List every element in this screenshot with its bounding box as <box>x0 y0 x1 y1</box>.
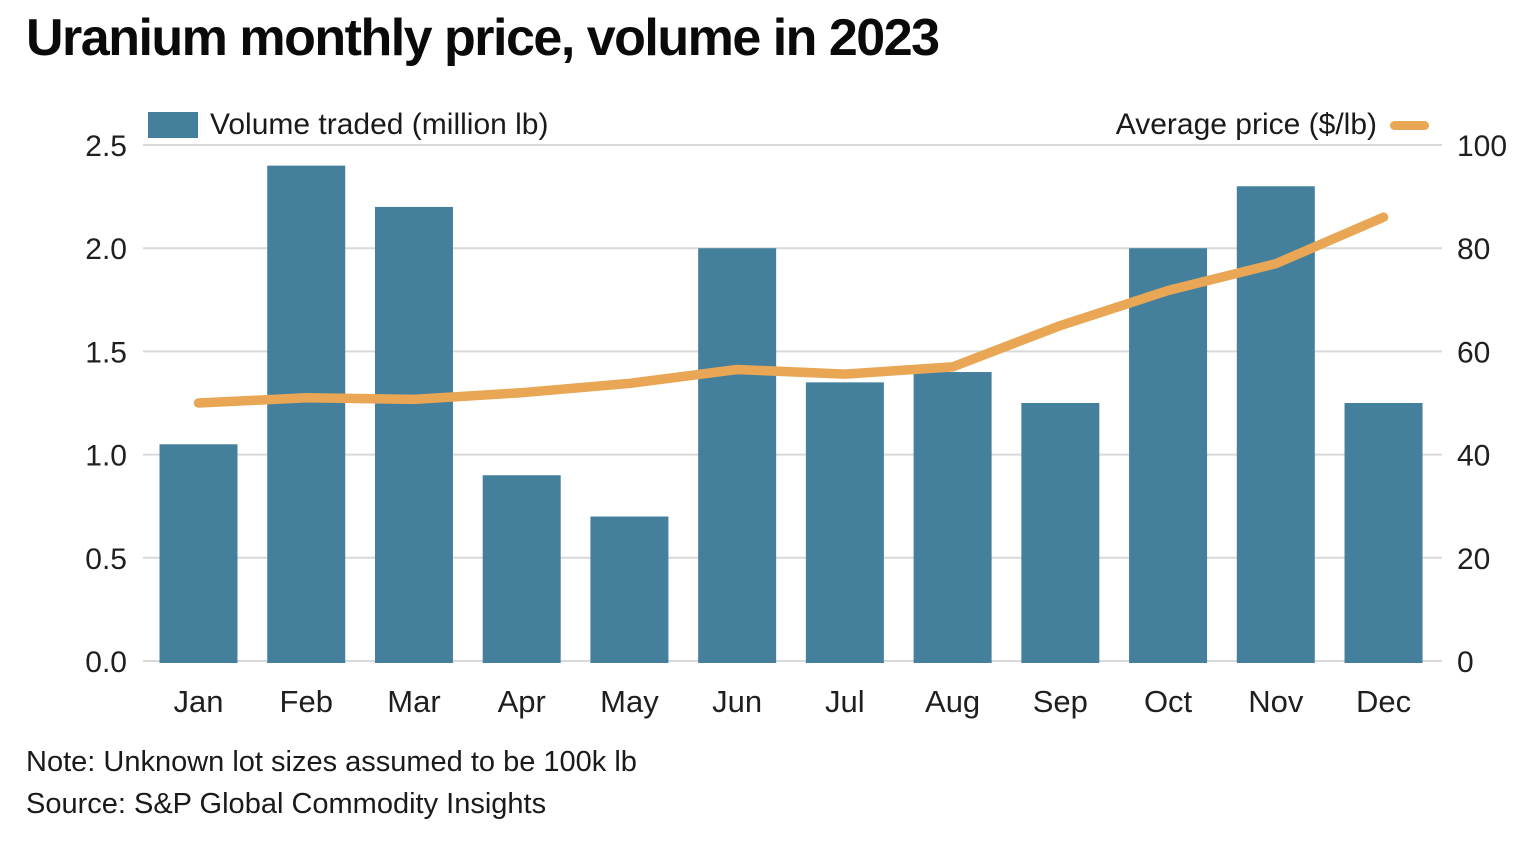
x-axis-label-jun: Jun <box>712 684 762 719</box>
y-axis-right-tick-label: 60 <box>1457 336 1490 369</box>
chart-note: Note: Unknown lot sizes assumed to be 10… <box>26 746 637 778</box>
y-axis-left-tick-label: 0.5 <box>85 543 127 576</box>
x-axis-label-apr: Apr <box>498 684 546 719</box>
bar-apr <box>482 475 561 663</box>
y-axis-right-tick-label: 80 <box>1457 233 1490 266</box>
bar-oct <box>1129 248 1208 663</box>
volume-swatch-icon <box>148 112 198 138</box>
x-axis-label-nov: Nov <box>1248 684 1304 719</box>
chart-source: Source: S&P Global Commodity Insights <box>26 788 547 820</box>
y-axis-left-tick-label: 2.5 <box>85 130 127 163</box>
legend-price-label: Average price ($/lb) <box>1115 108 1377 141</box>
x-axis-label-feb: Feb <box>280 684 333 719</box>
bar-nov <box>1236 186 1315 663</box>
y-axis-left-tick-label: 2.0 <box>85 233 127 266</box>
x-axis-label-dec: Dec <box>1356 684 1411 719</box>
bar-jul <box>805 382 884 663</box>
bar-may <box>590 516 669 663</box>
y-axis-right-tick-label: 40 <box>1457 440 1490 473</box>
price-line <box>193 212 1389 408</box>
x-axis-label-mar: Mar <box>387 684 440 719</box>
y-axis-left-tick-label: 0.0 <box>85 646 127 679</box>
x-axis-label-aug: Aug <box>925 684 980 719</box>
chart-title: Uranium monthly price, volume in 2023 <box>26 9 940 67</box>
legend-volume-label: Volume traded (million lb) <box>210 108 549 141</box>
x-axis-label-jan: Jan <box>174 684 224 719</box>
bar-feb <box>267 165 346 663</box>
x-axis-label-sep: Sep <box>1033 684 1088 719</box>
y-axis-right-tick-label: 100 <box>1457 130 1507 163</box>
x-axis-label-jul: Jul <box>825 684 865 719</box>
y-axis-left-tick-label: 1.0 <box>85 440 127 473</box>
legend-price: Average price ($/lb) <box>1116 108 1429 142</box>
x-axis-label-oct: Oct <box>1144 684 1193 719</box>
x-axis-label-may: May <box>600 684 659 719</box>
y-axis-right-tick-label: 20 <box>1457 543 1490 576</box>
bar-mar <box>374 206 453 664</box>
bar-aug <box>913 372 992 663</box>
bar-jun <box>698 248 777 663</box>
bar-sep <box>1021 403 1100 663</box>
price-swatch-icon <box>1390 120 1429 130</box>
bar-dec <box>1344 403 1423 663</box>
y-axis-left-tick-label: 1.5 <box>85 336 127 369</box>
bar-jan <box>159 444 238 663</box>
legend-volume: Volume traded (million lb) <box>148 108 548 142</box>
y-axis-right-tick-label: 0 <box>1457 646 1474 679</box>
